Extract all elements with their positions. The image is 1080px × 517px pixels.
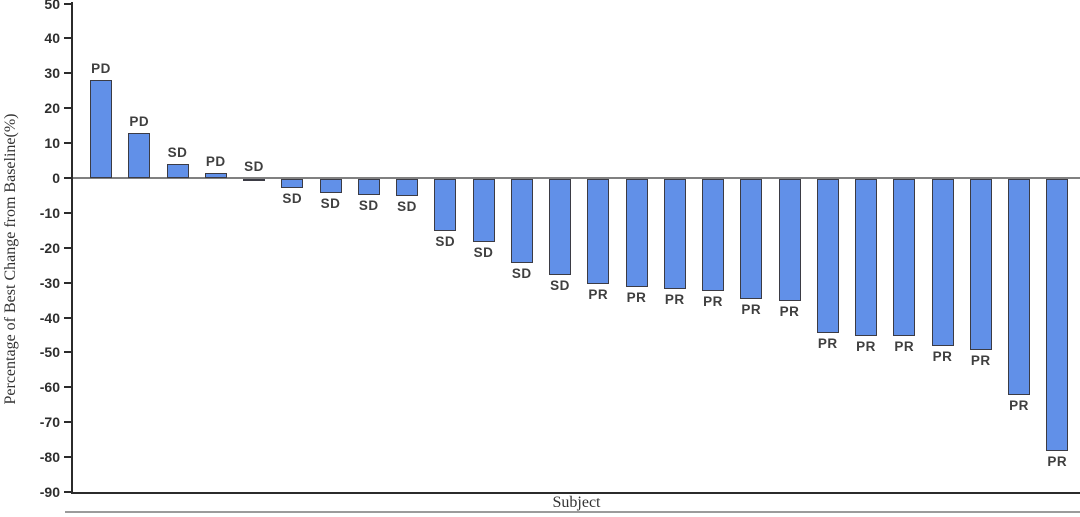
bar-response-label: SD <box>550 277 570 293</box>
bar-response-label: SD <box>167 145 188 161</box>
y-tick-label: 0 <box>52 170 60 186</box>
bar-response-label: SD <box>435 234 456 250</box>
bar-response-label: PR <box>1047 454 1068 470</box>
bar-response-label: PD <box>129 113 150 129</box>
bar <box>243 179 265 181</box>
y-tick <box>64 491 71 493</box>
y-tick <box>64 351 71 354</box>
y-tick-label: -10 <box>39 204 60 221</box>
image-edge-line <box>65 511 1080 513</box>
y-tick <box>64 107 71 110</box>
y-tick-label: -70 <box>39 414 60 431</box>
bar <box>1046 179 1069 452</box>
y-tick-label: -60 <box>39 379 60 396</box>
y-tick <box>64 177 71 179</box>
y-tick-label: -20 <box>39 239 60 256</box>
y-tick <box>64 142 71 145</box>
bar <box>90 80 112 178</box>
bar <box>816 179 839 333</box>
bar-response-label: PD <box>91 61 111 77</box>
y-tick-label: -30 <box>39 274 60 291</box>
bar-response-label: PR <box>894 339 915 354</box>
bar <box>587 179 610 284</box>
bar <box>740 179 763 300</box>
bar <box>855 179 877 336</box>
x-axis-title: Subject <box>552 494 601 511</box>
y-tick <box>64 281 71 284</box>
bar <box>434 179 457 232</box>
bar-response-label: PR <box>703 293 723 309</box>
bar-response-label: PR <box>779 304 800 320</box>
y-tick <box>64 421 71 424</box>
y-tick <box>64 37 71 40</box>
y-tick <box>64 456 71 459</box>
bar <box>549 179 571 275</box>
y-tick <box>64 246 71 249</box>
bar-response-label: PR <box>970 352 991 368</box>
bar <box>357 179 380 195</box>
zero-line <box>73 177 1080 179</box>
y-tick <box>64 72 71 75</box>
bar <box>702 179 724 291</box>
bar <box>396 179 418 197</box>
bar <box>969 179 992 350</box>
bar-response-label: PD <box>205 153 226 169</box>
bar <box>281 179 304 188</box>
y-tick-label: -50 <box>39 344 60 361</box>
y-tick-label: -80 <box>39 449 60 466</box>
bar-response-label: SD <box>320 195 341 211</box>
bar-response-label: PR <box>1009 398 1029 414</box>
bar-response-label: PR <box>741 302 762 318</box>
y-tick-label: -90 <box>39 484 60 500</box>
bar-response-label: PR <box>856 339 876 354</box>
bar-response-label: SD <box>244 159 264 174</box>
y-tick <box>64 316 71 319</box>
bar <box>931 179 954 347</box>
y-tick-label: 20 <box>44 100 60 117</box>
bar <box>166 164 189 178</box>
bar <box>1008 179 1030 396</box>
bar-response-label: SD <box>358 197 379 213</box>
bar-response-label: PR <box>626 290 647 306</box>
y-tick <box>64 211 71 214</box>
bar <box>625 179 648 288</box>
y-tick-label: -40 <box>39 309 60 326</box>
bar <box>128 132 151 178</box>
bar <box>472 179 495 242</box>
y-tick <box>64 386 71 389</box>
bar-response-label: SD <box>282 190 303 206</box>
y-axis-line <box>71 2 73 492</box>
y-tick <box>64 2 71 5</box>
y-tick-label: 10 <box>44 135 60 152</box>
bar <box>319 179 342 193</box>
bar-response-label: SD <box>511 265 532 281</box>
bar <box>778 179 801 302</box>
bar-response-label: PR <box>588 286 609 302</box>
bar <box>663 179 686 289</box>
bar <box>893 179 916 336</box>
y-tick-label: 30 <box>44 65 60 82</box>
bar <box>204 172 227 178</box>
y-tick-label: 40 <box>44 30 60 47</box>
bar-response-label: PR <box>664 291 685 307</box>
bar-response-label: PR <box>817 335 838 351</box>
x-axis-line <box>71 492 1080 494</box>
y-tick-label: 50 <box>44 0 60 12</box>
bar <box>510 179 533 263</box>
bar-response-label: SD <box>473 244 494 260</box>
bar-response-label: PR <box>932 349 953 365</box>
bar-response-label: SD <box>397 199 417 215</box>
